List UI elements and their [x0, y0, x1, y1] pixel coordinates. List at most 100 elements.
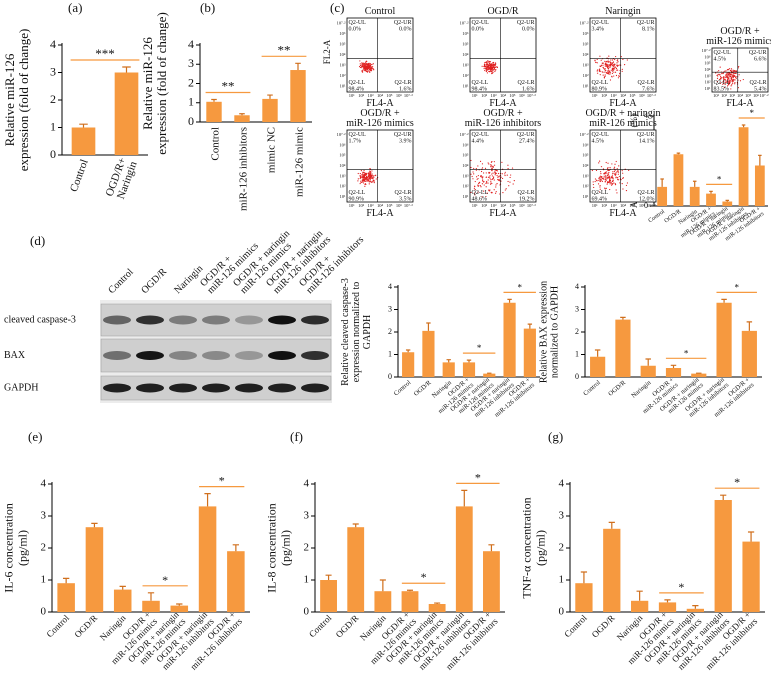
- significance-label: *: [734, 475, 740, 489]
- flow-dot: [599, 175, 601, 177]
- flow-x-tick: 10²: [601, 203, 608, 208]
- flow-x-tick: 10⁴: [377, 93, 384, 98]
- flow-dot: [492, 177, 495, 179]
- significance-label: *: [162, 573, 168, 587]
- flow-dot: [472, 171, 474, 173]
- y-tick-label: 4: [304, 478, 310, 490]
- blot-lane-label: OGD/R: [139, 266, 169, 296]
- bar: [658, 602, 677, 612]
- flow-y-tick: 10²: [463, 73, 470, 78]
- flow-x-tick: 10⁵: [629, 203, 636, 208]
- error-bar: [709, 190, 713, 194]
- error-bar: [720, 494, 727, 500]
- flow-dot: [596, 58, 598, 61]
- y-tick-label: 2: [559, 542, 565, 554]
- flow-dot: [490, 166, 492, 168]
- flow-x-tick: 10³: [611, 93, 618, 98]
- error-bar: [267, 94, 273, 99]
- error-bar: [747, 531, 755, 542]
- flow-x-tick: 10²: [358, 203, 365, 208]
- significance-label: *: [421, 570, 427, 584]
- flow-dot: [497, 176, 499, 178]
- blot-band: [202, 315, 230, 325]
- flow-x-tick: 10³: [368, 93, 375, 98]
- bar: [657, 186, 668, 206]
- flow-title: OGD/R + miR-126 mimics: [706, 26, 771, 47]
- flow-dot: [490, 178, 492, 181]
- flow-dot: [738, 74, 740, 76]
- flow-dot: [612, 177, 614, 179]
- flow-dot: [359, 60, 361, 62]
- flow-dot: [604, 178, 606, 181]
- flow-dot: [493, 161, 495, 163]
- quadrant-percent: 0.0%: [472, 27, 485, 33]
- flow-frame: [346, 17, 414, 93]
- bar: [262, 98, 278, 122]
- flow-dot: [726, 81, 728, 84]
- flow-dot: [488, 68, 491, 70]
- flow-dot: [489, 67, 491, 69]
- flow-dot: [610, 184, 613, 186]
- flow-y-tick: 10⁴: [462, 52, 469, 57]
- flow-dot: [727, 74, 729, 76]
- y-tick-label: 0: [304, 606, 310, 618]
- flow-dot: [612, 61, 615, 63]
- flow-dot: [722, 83, 724, 85]
- flow-dot: [614, 63, 616, 66]
- flow-y-tick: 10²: [340, 184, 347, 189]
- error-bar: [79, 123, 88, 128]
- flow-dot: [734, 72, 736, 74]
- flow-dot: [605, 70, 607, 72]
- flow-dot: [367, 63, 369, 65]
- bar: [754, 165, 765, 206]
- flow-dot: [492, 176, 495, 178]
- quadrant-name: Q2-UL: [592, 20, 610, 26]
- flow-dot: [731, 78, 733, 80]
- quadrant-percent: 83.5%: [714, 87, 730, 93]
- y-axis-label: Relative miR-126expression (fold of chan…: [2, 29, 31, 172]
- panel-label: (f): [290, 429, 303, 444]
- bar: [114, 72, 139, 155]
- flow-dot: [721, 72, 723, 75]
- flow-dot: [368, 180, 370, 182]
- flow-y-tick: 10²: [583, 73, 590, 78]
- flow-dot: [608, 70, 610, 72]
- flow-x-tick: 10⁶: [639, 203, 646, 208]
- quadrant-name: Q2-LR: [518, 190, 535, 196]
- flow-dot: [728, 72, 730, 74]
- y-tick-label: 1: [41, 574, 47, 586]
- error-bar: [527, 323, 533, 329]
- flow-dot: [369, 172, 371, 174]
- flow-dot: [612, 178, 614, 180]
- flow-x-tick: 10³: [491, 93, 498, 98]
- y-tick-label: 2: [41, 542, 47, 554]
- flow-dot: [484, 64, 486, 67]
- flow-dot: [733, 73, 735, 75]
- flow-dot: [724, 81, 726, 84]
- flow-dot: [496, 66, 498, 68]
- blot-band: [235, 315, 263, 325]
- flow-dot: [496, 183, 498, 185]
- flow-dot: [607, 73, 609, 75]
- flow-dot: [488, 176, 490, 178]
- quadrant-name: Q2-LR: [750, 80, 767, 86]
- flow-dot: [600, 176, 603, 178]
- y-tick-label: 0: [50, 147, 56, 161]
- flow-dot: [369, 65, 372, 67]
- flow-dot: [724, 70, 726, 72]
- flow-y-tick: 10³: [463, 63, 470, 68]
- flow-dot: [617, 170, 619, 172]
- flow-dot: [599, 55, 601, 57]
- flow-x-tick: 10³: [729, 93, 736, 98]
- flow-dot: [490, 68, 492, 70]
- flow-dot: [596, 72, 599, 74]
- flow-dot: [730, 79, 732, 81]
- x-tick-label: miR-126 mimic: [294, 127, 306, 197]
- flow-dot: [607, 61, 609, 63]
- flow-x-tick: 10⁷·²: [404, 93, 414, 98]
- flow-plot: [469, 17, 537, 93]
- flow-dot: [616, 62, 618, 64]
- flow-dot: [494, 174, 496, 176]
- flow-y-tick: 10⁶: [704, 54, 711, 59]
- flow-dot: [604, 60, 606, 62]
